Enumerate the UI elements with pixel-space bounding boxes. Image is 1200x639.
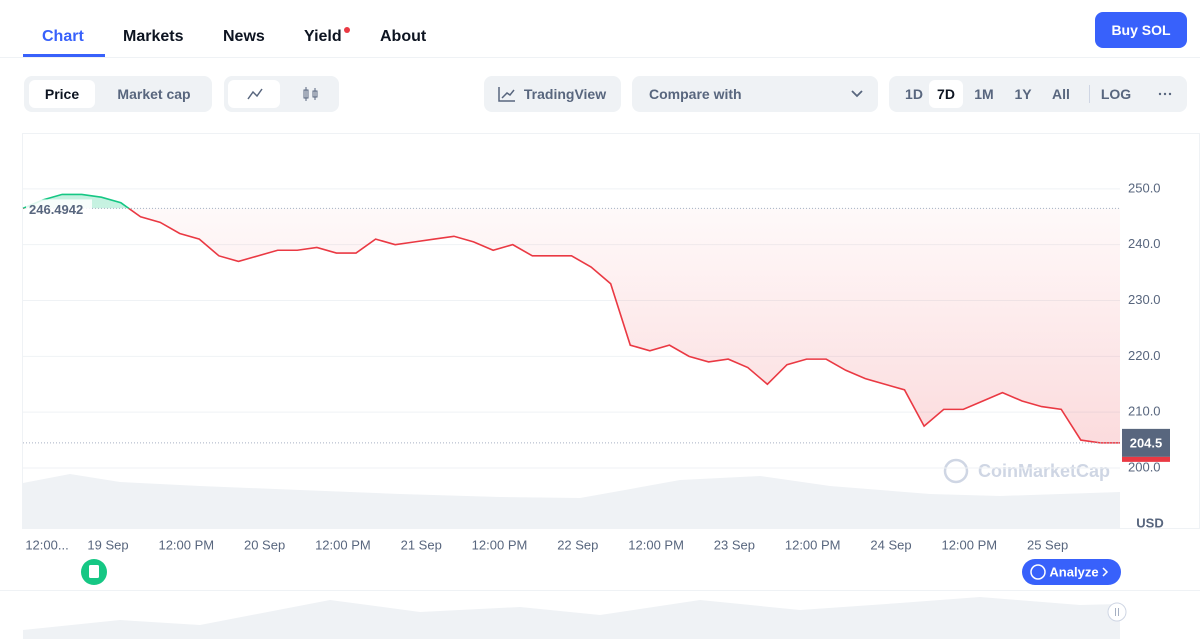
nav-tab[interactable]: About [380,28,427,45]
price-toggle[interactable]: Price [29,80,95,108]
buy-button[interactable]: Buy SOL [1095,12,1187,48]
range-group: 1D 7D 1M 1Y All LOG [889,76,1187,112]
last-price-label: 204.5 [1130,435,1163,450]
chevron [851,90,863,98]
compare-label: Compare with [649,86,742,102]
area-down [128,208,1120,443]
x-tick-label: 12:00 PM [628,537,684,552]
notification-dot [344,27,350,33]
reference-label-bg [26,199,92,218]
x-tick-label: 12:00 PM [941,537,997,552]
x-tick-label: 25 Sep [1027,537,1068,552]
compare-select[interactable]: Compare with [632,76,878,112]
x-tick-label: 12:00 PM [315,537,371,552]
y-tick-label: 210.0 [1128,404,1161,419]
reference-label: 246.4942 [29,202,83,217]
x-tick-label: 12:00 PM [158,537,214,552]
analyze-button[interactable] [1022,559,1121,585]
range-button[interactable]: 7D [929,80,963,108]
candle-button[interactable] [284,80,336,108]
y-tick-label: 230.0 [1128,292,1161,307]
x-tick-label: 19 Sep [87,537,128,552]
x-tick-label: 24 Sep [870,537,911,552]
watermark: CoinMarketCap [978,461,1110,481]
more-icon[interactable] [1157,90,1173,98]
navigator-area [23,597,1120,639]
x-tick-label: 23 Sep [714,537,755,552]
price-line-down [23,208,1120,444]
unit-label: USD [1136,515,1163,530]
toggle-group: Price Market cap [24,76,212,112]
tradingview-label: TradingView [523,86,607,102]
last-price-box [1122,428,1170,457]
nav-tab[interactable]: Markets [123,28,184,45]
x-tick-label: 22 Sep [557,537,598,552]
x-tick-label: 12:00... [25,537,68,552]
range-button[interactable]: LOG [1100,86,1132,102]
analyze-chevron [1102,567,1109,577]
line-icon [247,88,263,100]
chart-kind-group [224,76,339,112]
x-tick-label: 20 Sep [244,537,285,552]
volume-area [23,474,1120,528]
candle-icon [303,87,318,101]
nav-tab[interactable]: News [223,28,265,45]
x-tick-label: 12:00 PM [472,537,528,552]
nav-divider [0,57,1200,58]
tv-icon [498,87,515,102]
analyze-icon [1030,564,1046,580]
last-price-underline [1122,456,1170,462]
x-tick-label: 21 Sep [401,537,442,552]
range-button[interactable]: 1M [974,86,994,102]
tradingview-button[interactable]: TradingView [484,76,621,112]
event-icon [89,565,99,578]
range-button[interactable]: 1Y [1014,86,1032,102]
range-divider [1089,85,1090,103]
marketcap-toggle[interactable]: Market cap [117,86,191,102]
range-button[interactable]: 1D [905,86,923,102]
line-button[interactable] [228,80,280,108]
y-tick-label: 220.0 [1128,348,1161,363]
y-tick-label: 250.0 [1128,180,1161,195]
x-tick-label: 12:00 PM [785,537,841,552]
y-tick-label: 200.0 [1128,459,1161,474]
nav-tab[interactable]: Chart [42,28,84,45]
navigator-handle[interactable] [1107,602,1127,622]
analyze-label: Analyze [1049,564,1098,579]
range-button[interactable]: All [1052,86,1070,102]
y-tick-label: 240.0 [1128,236,1161,251]
navigator [0,590,1200,639]
nav-tab[interactable]: Yield [304,28,342,45]
active-underline [23,54,105,57]
watermark-logo [943,458,969,484]
